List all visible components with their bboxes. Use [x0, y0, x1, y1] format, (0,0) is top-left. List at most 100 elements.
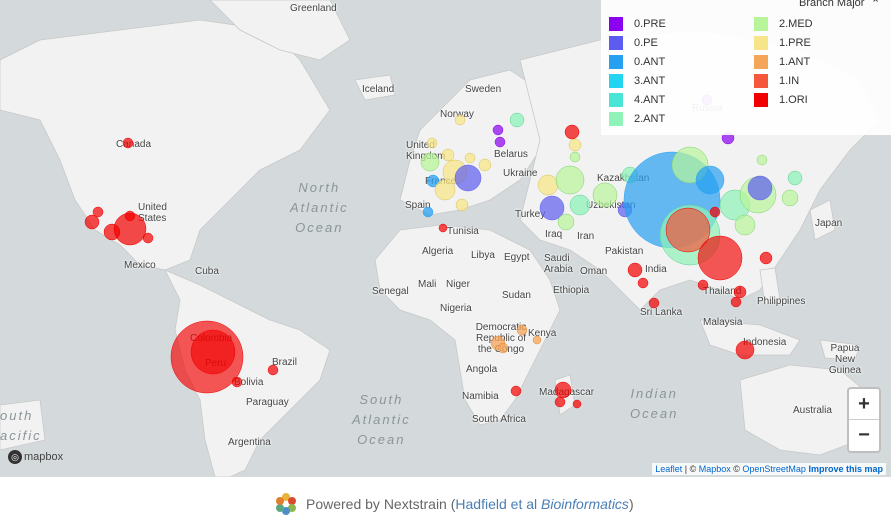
legend: Branch Major ⌃ 0.PRE 0.PE 0.ANT 3.ANT 4.ANT 2…	[601, 0, 891, 135]
circle-us-small[interactable]	[124, 210, 136, 222]
legend-item[interactable]: 4.ANT	[609, 92, 665, 108]
legend-item[interactable]: 0.ANT	[609, 54, 665, 70]
legend-label: 2.MED	[779, 18, 813, 30]
circle-poland[interactable]	[478, 158, 492, 172]
circle-kor-2[interactable]	[781, 189, 799, 207]
circle-madagascar-3[interactable]	[572, 399, 582, 409]
chevron-up-icon[interactable]: ⌃	[871, 0, 881, 10]
legend-item[interactable]: 1.ANT	[754, 54, 810, 70]
legend-swatch	[609, 112, 623, 126]
circle-sweden-1[interactable]	[492, 124, 504, 136]
mapbox-link[interactable]: Mapbox	[698, 464, 731, 474]
legend-item[interactable]: 3.ANT	[609, 73, 665, 89]
country-label-tunisia: Tunisia	[447, 226, 479, 237]
circle-germany-2[interactable]	[454, 164, 482, 192]
legend-label: 1.ANT	[779, 56, 811, 68]
country-label-indonesia: Indonesia	[743, 337, 787, 348]
circle-caspian-2[interactable]	[555, 165, 585, 195]
circle-vietnam-2[interactable]	[730, 296, 742, 308]
legend-item[interactable]: 0.PRE	[609, 16, 666, 32]
country-label-ethiopia: Ethiopia	[553, 285, 590, 296]
circle-france-1[interactable]	[426, 174, 440, 188]
country-label-pakistan: Pakistan	[605, 246, 644, 257]
south-pacific-ocean-label: outh acific	[0, 408, 42, 443]
country-label-libya: Libya	[471, 250, 495, 261]
circle-baltic[interactable]	[509, 112, 525, 128]
circle-drc-2[interactable]	[497, 342, 509, 354]
map[interactable]: North Atlantic Ocean South Atlantic Ocean In…	[0, 0, 891, 477]
circle-peru-inner[interactable]	[190, 329, 236, 375]
circle-india-1[interactable]	[627, 262, 643, 278]
circle-caucasus[interactable]	[569, 194, 591, 216]
circle-china-green-2[interactable]	[734, 214, 756, 236]
circle-russia-west-2[interactable]	[568, 138, 582, 152]
mapbox-logo[interactable]: ◎ mapbox	[8, 450, 63, 464]
circle-uk-2[interactable]	[426, 137, 438, 149]
circle-africa-east-1[interactable]	[516, 324, 528, 336]
circle-mozambique[interactable]	[510, 385, 522, 397]
leaflet-link[interactable]: Leaflet	[655, 464, 683, 474]
circle-us-west-1[interactable]	[92, 206, 104, 218]
country-label-kenya: Kenya	[528, 328, 557, 339]
circle-caspian-1[interactable]	[537, 174, 559, 196]
circle-uzbek-1[interactable]	[592, 182, 618, 208]
circle-russia-west-3[interactable]	[569, 151, 581, 163]
circle-china-red-pie[interactable]	[665, 207, 711, 253]
country-label-senegal: Senegal	[372, 286, 409, 297]
legend-item[interactable]: 1.ORI	[754, 92, 808, 108]
circle-myanmar[interactable]	[697, 279, 709, 291]
circle-sweden-2[interactable]	[494, 136, 506, 148]
circle-madagascar-1[interactable]	[554, 381, 572, 399]
circle-turkey-east[interactable]	[539, 195, 565, 221]
circle-france-2[interactable]	[434, 179, 456, 201]
improve-map-link[interactable]: Improve this map	[808, 464, 883, 474]
circle-bolivia[interactable]	[231, 376, 243, 388]
legend-swatch	[609, 55, 623, 69]
circle-kor-1[interactable]	[787, 170, 803, 186]
circle-manchuria[interactable]	[756, 154, 768, 166]
legend-item[interactable]: 0.PE	[609, 35, 658, 51]
country-label-bolivia: Bolivia	[234, 377, 264, 388]
circle-brazil[interactable]	[267, 364, 279, 376]
circle-eu-yellow-1[interactable]	[441, 148, 455, 162]
legend-item[interactable]: 1.IN	[754, 73, 799, 89]
legend-swatch	[754, 74, 768, 88]
circle-italy[interactable]	[455, 198, 469, 212]
circle-india-2[interactable]	[637, 277, 649, 289]
circle-iran-north[interactable]	[557, 213, 575, 231]
zoom-in-button[interactable]: +	[849, 389, 879, 420]
osm-link[interactable]: OpenStreetMap	[742, 464, 806, 474]
circle-us-west-2[interactable]	[84, 214, 100, 230]
country-label-algeria: Algeria	[422, 246, 454, 257]
legend-item[interactable]: 1.PRE	[754, 35, 811, 51]
attribution-sep: | ©	[682, 464, 699, 474]
country-label-brazil: Brazil	[272, 357, 298, 368]
circle-china-ne[interactable]	[695, 165, 725, 195]
circle-spain[interactable]	[422, 206, 434, 218]
legend-item[interactable]: 2.MED	[754, 16, 813, 32]
indian-ocean-label: Indian Ocean	[630, 386, 679, 421]
circle-norway[interactable]	[454, 114, 466, 126]
footer-credit: Powered by Nextstrain ( Hadfield et al B…	[274, 492, 634, 516]
legend-item[interactable]: 2.ANT	[609, 111, 665, 127]
circle-sri-lanka[interactable]	[648, 297, 660, 309]
circle-canada[interactable]	[122, 137, 134, 149]
circle-china-east-3[interactable]	[747, 175, 773, 201]
circle-russia-west[interactable]	[564, 124, 580, 140]
circle-algeria-coast[interactable]	[438, 223, 448, 233]
circle-uk-1[interactable]	[420, 152, 440, 172]
circle-africa-east-2[interactable]	[532, 335, 542, 345]
circle-china-south[interactable]	[697, 235, 743, 281]
circle-us-east[interactable]	[142, 232, 154, 244]
circle-china-red-1[interactable]	[709, 206, 721, 218]
citation-link[interactable]: Hadfield et al Bioinformatics	[455, 496, 629, 512]
circle-china-coast[interactable]	[759, 251, 773, 265]
zoom-out-button[interactable]: −	[858, 424, 870, 446]
circle-indonesia[interactable]	[735, 340, 755, 360]
country-label-sri-lanka: Sri Lanka	[640, 307, 683, 318]
circle-eu-yellow-2[interactable]	[464, 152, 476, 164]
country-label-sudan: Sudan	[502, 290, 531, 301]
circle-madagascar-2[interactable]	[554, 396, 566, 408]
north-atlantic-ocean-label: North Atlantic Ocean	[290, 180, 349, 235]
circle-vietnam-1[interactable]	[733, 285, 747, 299]
